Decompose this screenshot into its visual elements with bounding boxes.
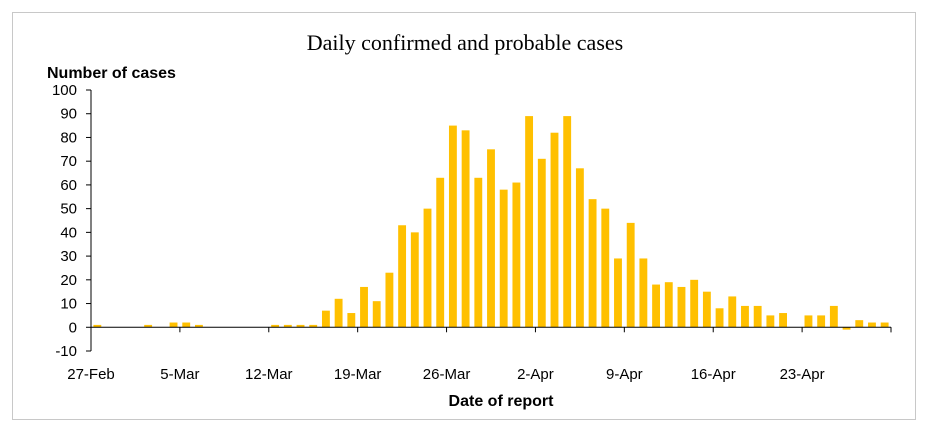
bar [601, 208, 610, 328]
bar [372, 301, 381, 328]
bar [283, 324, 292, 328]
x-axis-ticks: 27-Feb 5-Mar 12-Mar 19-Mar 26-Mar 2-Apr 9-Apr 1… [67, 327, 892, 383]
bar [753, 305, 762, 328]
chart-title: Daily confirmed and probable cases [307, 30, 623, 55]
y-tick-label: 100 [52, 82, 77, 99]
bar [779, 313, 787, 328]
x-tick-label: 12-Mar [245, 366, 293, 383]
y-axis-title: Number of cases [47, 65, 176, 82]
bar [677, 286, 686, 328]
y-axis-ticks: -10 0 10 20 30 40 50 60 70 80 90 100 [52, 82, 91, 360]
bar [575, 168, 584, 328]
y-tick-label: -10 [55, 343, 77, 360]
bar [474, 177, 483, 328]
x-tick-label: 23-Apr [780, 366, 825, 383]
bar [461, 130, 470, 328]
x-tick-label: 26-Mar [423, 366, 471, 383]
bar [842, 327, 851, 330]
bar [487, 149, 495, 328]
x-tick-label: 16-Apr [691, 366, 736, 383]
bar [728, 296, 737, 328]
bar [855, 320, 864, 328]
bar [271, 324, 280, 328]
bar [563, 116, 572, 328]
bar [296, 324, 305, 328]
bar [423, 208, 432, 328]
bar-series [93, 116, 889, 330]
bar [360, 286, 368, 328]
bar [309, 324, 318, 328]
bar [195, 324, 203, 328]
bar [880, 322, 889, 328]
bar [436, 177, 445, 328]
bar [182, 322, 191, 328]
x-tick-label: 2-Apr [517, 366, 554, 383]
x-tick-label: 19-Mar [334, 366, 382, 383]
bar [321, 310, 330, 328]
bar [525, 116, 534, 328]
bar [702, 291, 711, 328]
y-tick-label: 10 [60, 296, 77, 313]
bar [499, 189, 508, 328]
bar [334, 298, 343, 328]
bar [614, 258, 622, 328]
bar [169, 322, 178, 328]
x-tick-label: 5-Mar [160, 366, 199, 383]
bar [690, 279, 699, 328]
y-tick-label: 90 [60, 106, 77, 123]
y-tick-label: 20 [60, 272, 77, 289]
bar [410, 232, 419, 328]
y-tick-label: 50 [60, 201, 77, 218]
bar [639, 258, 648, 328]
bar [804, 315, 813, 328]
bar [347, 313, 356, 328]
bar [93, 324, 102, 328]
bar [741, 305, 749, 328]
bar [817, 315, 826, 328]
bar [385, 272, 394, 328]
bar [398, 225, 407, 328]
bar [626, 222, 635, 328]
y-tick-label: 40 [60, 224, 77, 241]
x-tick-label: 9-Apr [606, 366, 643, 383]
axes [90, 90, 891, 351]
bar [715, 308, 724, 328]
bar [144, 324, 153, 328]
bar [512, 182, 521, 328]
bar [664, 282, 673, 328]
bar [652, 284, 661, 328]
y-tick-label: 30 [60, 248, 77, 265]
y-tick-label: 60 [60, 177, 77, 194]
bar [588, 199, 597, 328]
bar [868, 322, 876, 328]
bar [766, 315, 775, 328]
x-axis-title: Date of report [449, 393, 555, 410]
bar [537, 158, 546, 328]
y-tick-label: 80 [60, 129, 77, 146]
bar [550, 132, 559, 328]
y-tick-label: 70 [60, 153, 77, 170]
bar [448, 125, 457, 328]
y-tick-label: 0 [69, 319, 77, 336]
x-tick-label: 27-Feb [67, 366, 115, 383]
bar [829, 305, 838, 328]
